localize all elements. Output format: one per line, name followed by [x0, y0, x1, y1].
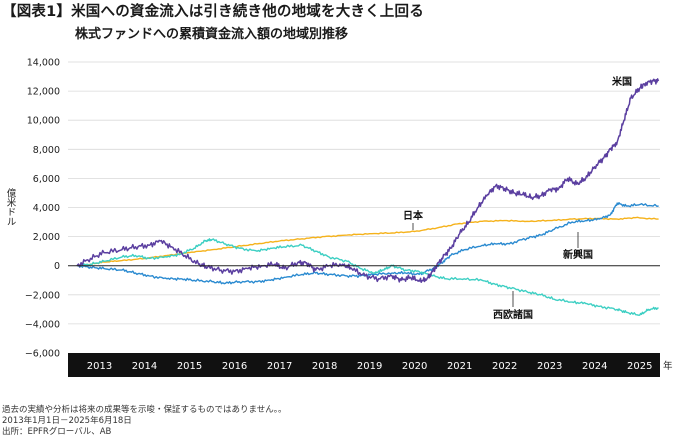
y-tick-label: −6,000	[25, 349, 60, 360]
y-tick-label: 8,000	[33, 145, 60, 156]
figure-badge: 【図表1】	[2, 4, 72, 20]
x-tick-label: 2013	[87, 361, 112, 372]
series-annotation: 米国	[612, 75, 632, 88]
chart-title: 【図表1】米国への資金流入は引き続き他の地域を大きく上回る	[2, 0, 424, 21]
x-tick-label: 2022	[492, 361, 517, 372]
y-tick-label: 10,000	[27, 116, 60, 127]
x-tick-label: 2019	[357, 361, 382, 372]
footnote-disclaimer: 過去の実績や分析は将来の成果等を示唆・保証するものではありません。。	[2, 405, 287, 415]
series-line-日本	[76, 216, 659, 267]
series-line-西欧諸国	[76, 238, 659, 316]
x-tick-label: 2015	[177, 361, 202, 372]
x-tick-label: 2016	[222, 361, 247, 372]
chart-subtitle: 株式ファンドへの累積資金流入額の地域別推移	[75, 27, 349, 42]
series-line-新興国	[76, 202, 659, 285]
x-tick-label: 2018	[312, 361, 337, 372]
x-tick-label: 2020	[402, 361, 427, 372]
x-tick-label: 2017	[267, 361, 292, 372]
series-annotation: 新興国	[563, 248, 593, 261]
series-line-米国	[76, 78, 660, 284]
x-tick-label: 2014	[132, 361, 157, 372]
title-text: 米国への資金流入は引き続き他の地域を大きく上回る	[71, 4, 424, 20]
footnote-period: 2013年1月1日－2025年6月18日	[2, 416, 132, 426]
series-annotation: 西欧諸国	[493, 308, 533, 321]
y-tick-label: 2,000	[33, 232, 60, 243]
footnote-source: 出所：EPFRグローバル、AB	[2, 427, 112, 437]
x-tick-label: 2025	[627, 361, 652, 372]
x-tick-label: 2021	[447, 361, 472, 372]
y-tick-label: 0	[54, 261, 60, 272]
y-tick-label: −4,000	[25, 319, 60, 330]
y-tick-label: 12,000	[27, 87, 60, 98]
x-tick-label: 2024	[582, 361, 607, 372]
series-annotation: 日本	[403, 209, 424, 222]
y-tick-label: −2,000	[25, 290, 60, 301]
x-axis-bar	[68, 353, 660, 377]
y-tick-label: 6,000	[33, 174, 60, 185]
x-tick-label: 2023	[537, 361, 562, 372]
y-tick-label: 4,000	[33, 203, 60, 214]
y-axis-label: 億米ドル	[5, 187, 17, 226]
y-tick-label: 14,000	[27, 58, 60, 69]
x-axis-unit-label: 年	[663, 360, 673, 372]
